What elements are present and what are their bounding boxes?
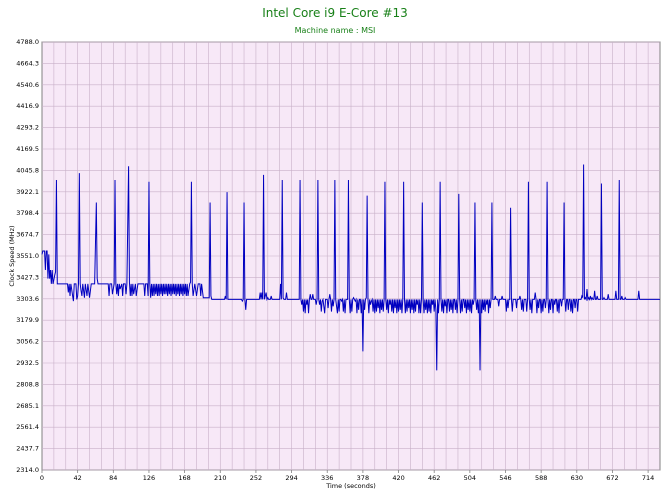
x-tick-label: 0 [40,474,44,482]
y-tick-label: 2808.8 [16,380,39,388]
y-tick-label: 3922.1 [16,188,39,196]
series-clock-speed-line [41,164,660,371]
x-tick-label: 672 [606,474,618,482]
x-tick-label: 42 [74,474,82,482]
y-tick-label: 4416.9 [16,102,39,110]
y-axis-label: Clock Speed (MHz) [8,225,16,286]
y-tick-label: 3551.0 [16,252,39,260]
x-tick-label: 462 [428,474,440,482]
y-tick-label: 2685.1 [16,402,39,410]
x-axis-ticks: 0 42 84 126 168 210 252 294 336 378 420 462 504 546 58… [40,470,654,482]
y-tick-label: 2314.0 [16,466,39,474]
y-tick-label: 3303.6 [16,295,39,303]
x-tick-label: 336 [321,474,333,482]
x-tick-label: 294 [285,474,297,482]
y-tick-label: 4664.3 [16,59,39,67]
x-tick-label: 126 [143,474,155,482]
y-tick-label: 2561.4 [16,423,39,431]
x-tick-label: 588 [535,474,547,482]
x-axis-label: Time (seconds) [325,482,376,490]
grid-lines [42,41,660,471]
x-tick-label: 504 [464,474,476,482]
y-tick-label: 3056.2 [16,338,39,346]
x-tick-label: 420 [392,474,404,482]
x-tick-label: 84 [109,474,117,482]
x-tick-label: 168 [178,474,190,482]
y-tick-label: 4045.8 [16,166,39,174]
y-tick-label: 4169.5 [16,145,39,153]
x-tick-label: 210 [214,474,226,482]
y-tick-label: 2437.7 [16,445,39,453]
x-tick-label: 546 [499,474,511,482]
x-tick-label: 378 [357,474,369,482]
chart-subtitle: Machine name : MSI [295,26,376,35]
x-tick-label: 630 [571,474,583,482]
y-tick-label: 2932.5 [16,359,39,367]
y-tick-label: 3427.3 [16,273,39,281]
y-tick-label: 4540.6 [16,81,39,89]
y-tick-label: 3179.9 [16,316,39,324]
y-tick-label: 3674.7 [16,231,39,239]
y-tick-label: 4293.2 [16,124,39,132]
chart-title: Intel Core i9 E-Core #13 [262,6,408,20]
x-tick-label: 714 [642,474,654,482]
y-tick-label: 3798.4 [16,209,39,217]
y-axis-ticks: 4788.0 4664.3 4540.6 4416.9 4293.2 4169.5 4045… [16,38,39,474]
x-tick-label: 252 [250,474,262,482]
y-tick-label: 4788.0 [16,38,39,46]
